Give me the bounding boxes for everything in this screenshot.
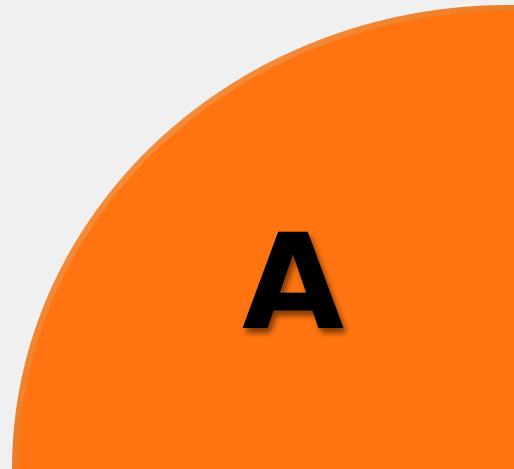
quarter-circle xyxy=(18,11,514,469)
shape-label: A xyxy=(242,206,344,360)
